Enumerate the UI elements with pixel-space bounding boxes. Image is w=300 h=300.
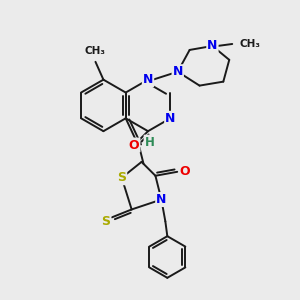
Text: S: S [101,215,110,228]
Text: N: N [156,193,167,206]
Text: N: N [143,73,153,86]
Text: S: S [117,171,126,184]
Text: H: H [145,136,154,148]
Text: CH₃: CH₃ [239,39,260,49]
Text: O: O [129,139,140,152]
Text: O: O [180,165,190,178]
Text: N: N [207,40,218,52]
Text: N: N [172,65,183,78]
Text: N: N [165,112,175,125]
Text: CH₃: CH₃ [85,46,106,56]
